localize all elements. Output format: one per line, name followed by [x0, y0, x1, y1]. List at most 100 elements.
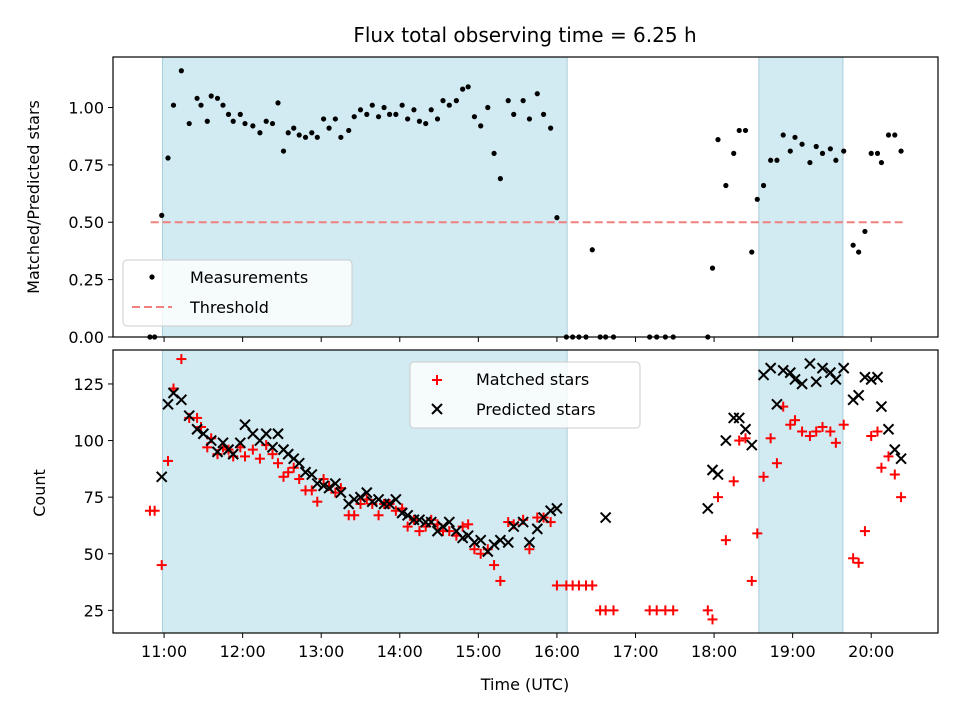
measurement-point: [269, 120, 276, 127]
measurement-point: [237, 111, 243, 117]
predicted-stars-point: [517, 516, 529, 528]
measurement-point: [460, 86, 466, 92]
matched-stars-point: [797, 426, 808, 437]
measurement-point: [850, 242, 856, 248]
measurement-point: [742, 127, 749, 134]
matched-stars-point: [702, 605, 713, 616]
matched-stars-point: [267, 449, 278, 460]
measurement-point: [792, 134, 798, 140]
matched-stars-point: [883, 451, 894, 462]
predicted-stars-point: [895, 452, 907, 465]
measurement-point: [214, 95, 221, 101]
predicted-stars-point: [475, 534, 487, 546]
measurement-point: [819, 150, 826, 156]
measurement-point: [856, 249, 862, 255]
predicted-stars-point: [712, 468, 724, 481]
matched-stars-point: [848, 553, 859, 564]
measurement-point: [434, 116, 441, 122]
predicted-stars-point: [551, 502, 563, 515]
matched-stars-point: [746, 575, 757, 586]
predicted-stars-point: [702, 502, 714, 515]
y-tick-label: 25: [84, 601, 104, 620]
measurement-point: [862, 228, 868, 235]
predicted-stars-point: [468, 536, 481, 549]
measurement-point: [715, 137, 721, 143]
predicted-stars-point: [531, 523, 543, 535]
predicted-stars-point: [875, 400, 888, 413]
matched-stars-point: [896, 492, 907, 503]
matched-stars-point: [740, 433, 751, 444]
measurement-point: [731, 150, 737, 156]
predicted-stars-point: [523, 536, 536, 549]
predicted-stars-point: [272, 428, 284, 440]
measurement-point: [225, 111, 232, 117]
measurement-point: [220, 102, 226, 108]
y-tick-label: 1.00: [68, 98, 104, 117]
measurement-point: [749, 249, 755, 255]
measurement-point: [540, 111, 547, 117]
predicted-stars-point: [348, 493, 360, 506]
predicted-stars-point: [508, 520, 520, 533]
x-axis-label: Time (UTC): [480, 675, 569, 694]
matched-stars-point: [765, 433, 776, 444]
matched-stars-point: [785, 419, 796, 430]
measurement-point: [263, 118, 269, 124]
matched-stars-point: [176, 354, 187, 365]
observing-window-shade: [758, 56, 844, 338]
matched-stars-point: [192, 412, 203, 423]
measurement-point: [874, 150, 881, 156]
measurement-point: [446, 102, 452, 108]
count-legend: Matched stars Predicted stars: [409, 361, 641, 429]
matched-stars-point: [254, 453, 265, 464]
measurement-point: [399, 102, 405, 108]
matched-stars-point: [349, 510, 360, 521]
predicted-stars-point: [599, 511, 612, 524]
measurement-point: [314, 134, 320, 140]
measurement-point: [170, 102, 177, 108]
predicted-stars-point: [830, 373, 842, 386]
measurement-point: [799, 141, 805, 147]
measurement-point: [511, 111, 517, 117]
y-tick-label: 100: [73, 432, 104, 451]
matched-stars-point: [707, 614, 718, 625]
measurement-point: [346, 127, 352, 134]
measurement-point: [242, 120, 248, 127]
y-tick-label: 0.50: [68, 213, 104, 232]
matched-stars-point: [373, 510, 384, 521]
measurement-point: [428, 107, 434, 113]
measurement-point: [338, 134, 344, 140]
predicted-stars-point: [733, 412, 745, 424]
predicted-stars-point: [227, 448, 239, 460]
matched-stars-point: [330, 487, 341, 498]
measurement-point: [411, 107, 417, 113]
measurement-point: [309, 130, 315, 136]
y-tick-label: 125: [73, 375, 104, 394]
x-tick-label: 11:00: [141, 642, 187, 661]
predicted-stars-point: [720, 434, 732, 447]
count-panel: 25 50 75 100 125 11:00 12:00 13:00 14:00 15:00 16…: [30, 349, 939, 694]
chart-title: Flux total observing time = 6.25 h: [353, 23, 696, 47]
matched-stars-point: [587, 580, 598, 591]
predicted-stars-point: [796, 378, 808, 390]
matched-stars-point: [457, 521, 468, 532]
y-tick-label: 0.75: [68, 156, 104, 175]
measurement-point: [296, 132, 302, 138]
measurement-point: [386, 111, 393, 117]
measurement-point: [257, 130, 263, 136]
count-y-axis-label: Count: [30, 469, 49, 517]
predicted-stars-point: [211, 446, 224, 458]
predicted-stars-point: [390, 493, 402, 506]
y-tick-label: 0.25: [68, 271, 104, 290]
y-tick-label: 0.00: [68, 328, 104, 347]
predicted-stars-point: [502, 536, 514, 549]
matched-stars-point: [414, 526, 425, 537]
predicted-stars-point: [784, 366, 796, 379]
matched-stars-point: [278, 471, 289, 482]
measurement-point: [453, 98, 459, 104]
predicted-stars-point: [354, 491, 367, 503]
y-tick-label: 50: [84, 545, 104, 564]
measurement-point: [357, 107, 364, 113]
matched-stars-point: [734, 435, 745, 446]
matched-stars-point: [247, 444, 258, 455]
